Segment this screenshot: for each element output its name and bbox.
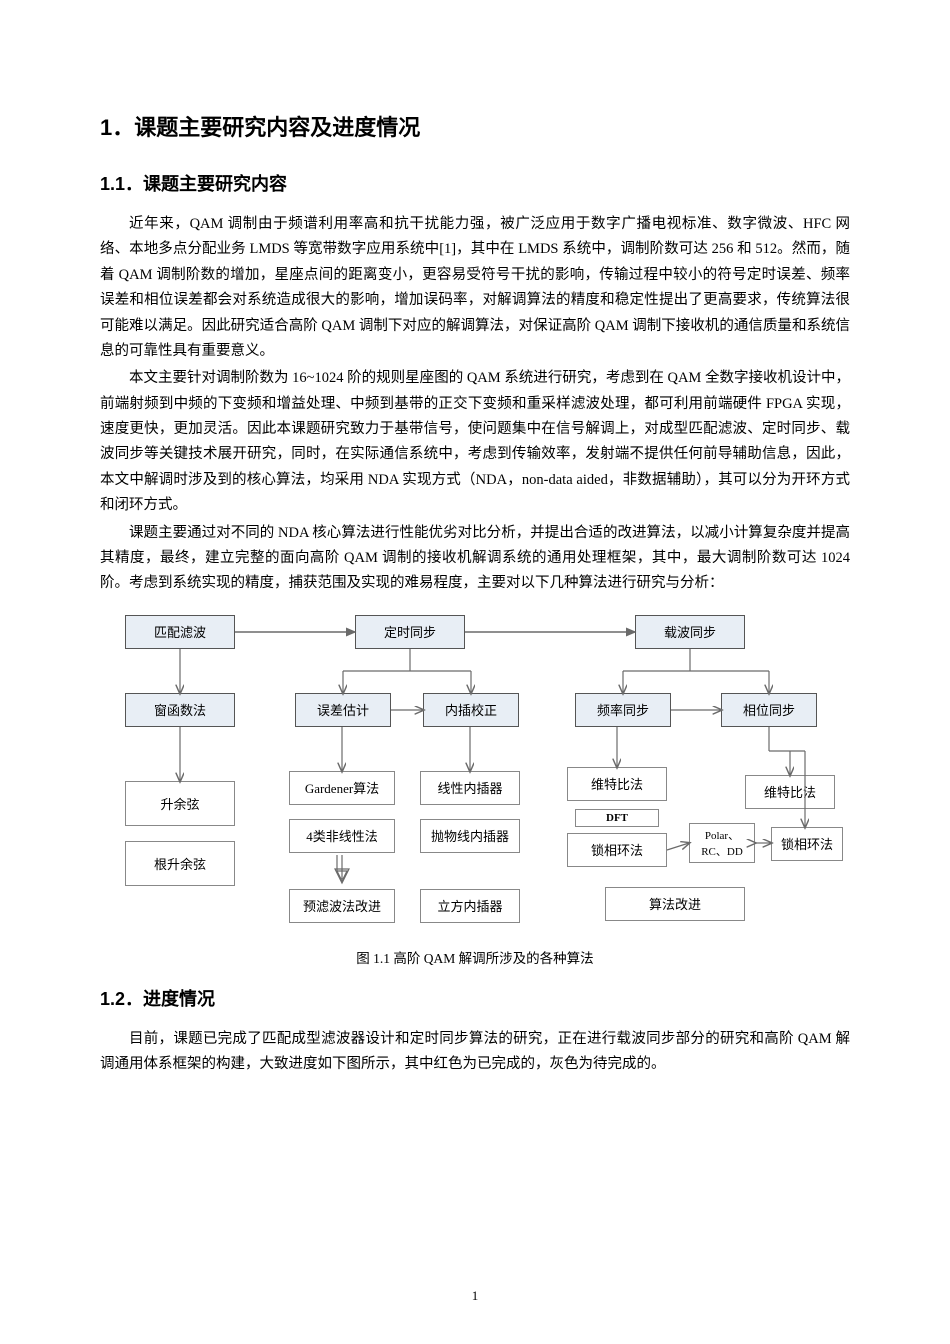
node-linear-interp: 线性内插器 xyxy=(420,771,520,805)
node-gardener: Gardener算法 xyxy=(289,771,395,805)
node-carrier-sync: 载波同步 xyxy=(635,615,745,649)
paragraph-4: 目前，课题已完成了匹配成型滤波器设计和定时同步算法的研究，正在进行载波同步部分的… xyxy=(100,1027,850,1078)
heading-1-2: 1.2．进度情况 xyxy=(100,985,850,1011)
node-dft-label: DFT xyxy=(575,809,659,827)
node-polar-rc-dd: Polar、RC、DD xyxy=(689,823,755,863)
paragraph-1: 近年来，QAM 调制由于频谱利用率高和抗干扰能力强，被广泛应用于数字广播电视标准… xyxy=(100,212,850,364)
node-nonlinear-4: 4类非线性法 xyxy=(289,819,395,853)
node-root-raised-cosine: 根升余弦 xyxy=(125,841,235,886)
node-raised-cosine: 升余弦 xyxy=(125,781,235,826)
node-viterbi-1: 维特比法 xyxy=(567,767,667,801)
node-freq-sync: 频率同步 xyxy=(575,693,671,727)
algorithm-diagram: 匹配滤波 定时同步 载波同步 窗函数法 误差估计 内插校正 频率同步 相位同步 … xyxy=(105,611,845,941)
node-phase-sync: 相位同步 xyxy=(721,693,817,727)
node-window-method: 窗函数法 xyxy=(125,693,235,727)
heading-1: 1．课题主要研究内容及进度情况 xyxy=(100,110,850,142)
node-interp-correct: 内插校正 xyxy=(423,693,519,727)
paragraph-3: 课题主要通过对不同的 NDA 核心算法进行性能优劣对比分析，并提出合适的改进算法… xyxy=(100,521,850,597)
node-error-est: 误差估计 xyxy=(295,693,391,727)
figure-caption: 图 1.1 高阶 QAM 解调所涉及的各种算法 xyxy=(100,947,850,967)
node-parabolic-interp: 抛物线内插器 xyxy=(420,819,520,853)
node-viterbi-2: 维特比法 xyxy=(745,775,835,809)
node-cubic-interp: 立方内插器 xyxy=(420,889,520,923)
paragraph-2: 本文主要针对调制阶数为 16~1024 阶的规则星座图的 QAM 系统进行研究，… xyxy=(100,366,850,518)
node-pll-1: 锁相环法 xyxy=(567,833,667,867)
node-timing-sync: 定时同步 xyxy=(355,615,465,649)
diagram-container: 匹配滤波 定时同步 载波同步 窗函数法 误差估计 内插校正 频率同步 相位同步 … xyxy=(100,611,850,941)
page-number: 1 xyxy=(0,1288,950,1304)
node-match-filter: 匹配滤波 xyxy=(125,615,235,649)
node-pll-2: 锁相环法 xyxy=(771,827,843,861)
node-prefilter-improve: 预滤波法改进 xyxy=(289,889,395,923)
node-algo-improve: 算法改进 xyxy=(605,887,745,921)
heading-1-1: 1.1．课题主要研究内容 xyxy=(100,170,850,196)
